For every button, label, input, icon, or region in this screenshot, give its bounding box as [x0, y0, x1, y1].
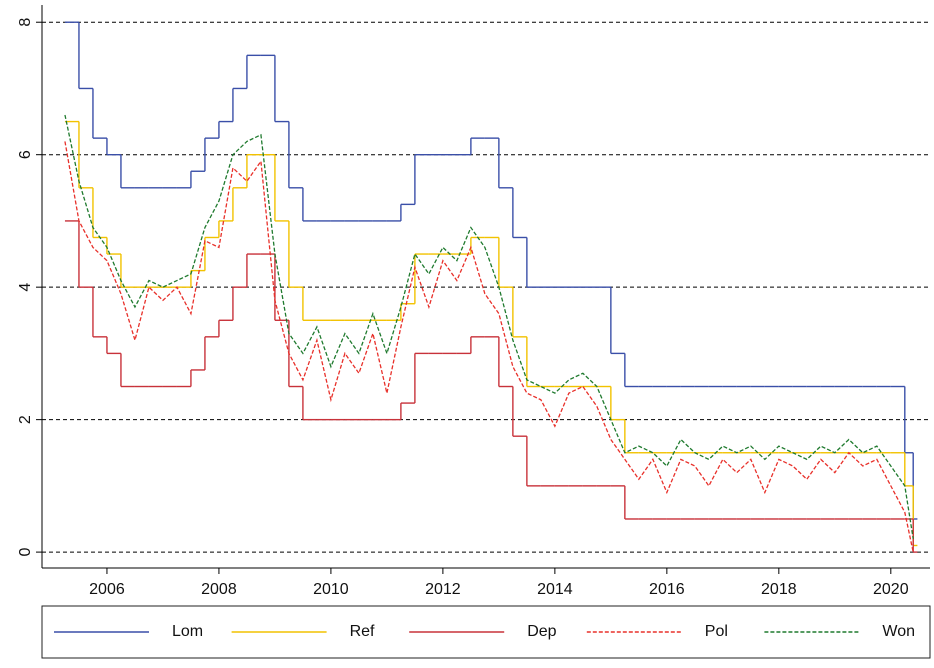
legend-box: [41, 605, 931, 659]
legend-label: Lom: [172, 623, 203, 640]
x-tick-label: 2012: [425, 581, 461, 598]
y-tick-label: 4: [17, 283, 34, 292]
legend-label: Pol: [705, 623, 728, 640]
x-tick-label: 2010: [313, 581, 349, 598]
y-tick-label: 6: [17, 150, 34, 159]
legend-label: Won: [882, 623, 915, 640]
y-tick-label: 0: [17, 548, 34, 557]
x-tick-label: 2006: [89, 581, 125, 598]
x-tick-label: 2018: [761, 581, 797, 598]
legend-label: Dep: [527, 623, 556, 640]
x-tick-label: 2014: [537, 581, 573, 598]
x-tick-label: 2008: [201, 581, 237, 598]
y-tick-label: 2: [17, 415, 34, 424]
legend-label: Ref: [350, 623, 375, 640]
series-line: [64, 141, 914, 553]
x-tick-label: 2020: [873, 581, 909, 598]
series-line: [64, 114, 914, 539]
y-tick-label: 8: [17, 18, 34, 27]
x-tick-label: 2016: [649, 581, 685, 598]
